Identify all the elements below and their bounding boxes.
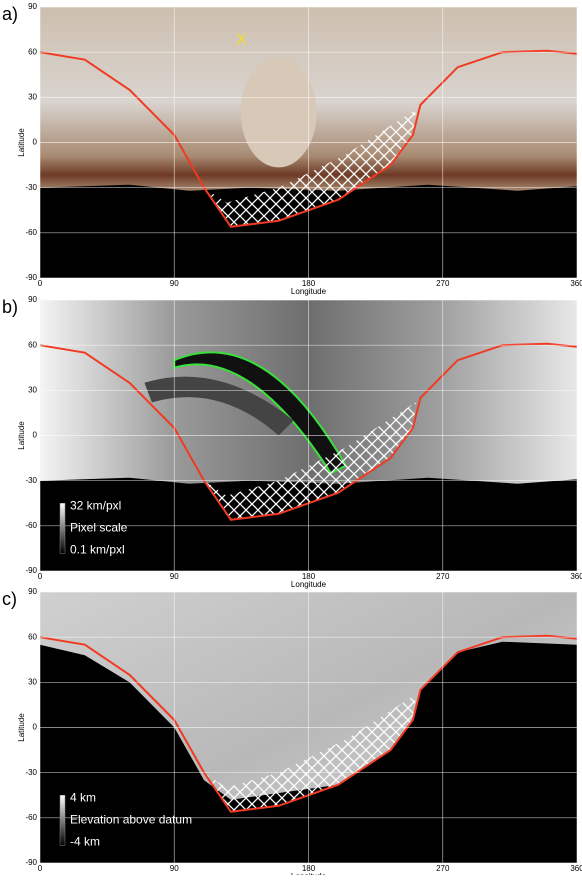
x-tick-label: 360 [570, 572, 582, 581]
y-tick-label: 30 [28, 677, 37, 686]
figure: 0901802703609060300-30-60-90LongitudeLat… [0, 0, 582, 875]
bright-plain [241, 57, 317, 167]
y-axis-label: Latitude [17, 713, 26, 742]
x-tick-label: 360 [570, 279, 582, 288]
y-tick-label: -60 [25, 228, 37, 237]
x-tick-label: 0 [38, 572, 43, 581]
y-tick-label: -90 [25, 566, 37, 575]
legend-title: Elevation above datum [70, 812, 192, 826]
y-tick-label: 60 [28, 340, 37, 349]
legend-title: Pixel scale [70, 520, 128, 534]
legend-bottom: -4 km [70, 834, 100, 848]
y-tick-label: -30 [25, 476, 37, 485]
x-axis-label: Longitude [291, 580, 327, 589]
annotation: X [236, 31, 247, 48]
x-tick-label: 0 [38, 864, 43, 873]
map-panel: 0901802703609060300-30-60-90LongitudeLat… [2, 587, 582, 875]
y-tick-label: 90 [28, 2, 37, 11]
x-tick-label: 90 [170, 572, 179, 581]
y-tick-label: 90 [28, 295, 37, 304]
y-tick-label: -60 [25, 813, 37, 822]
y-tick-label: -60 [25, 521, 37, 530]
legend-bar [60, 503, 65, 553]
y-tick-label: -30 [25, 183, 37, 192]
x-tick-label: 270 [436, 279, 450, 288]
y-tick-label: 0 [33, 723, 38, 732]
y-tick-label: 60 [28, 47, 37, 56]
x-tick-label: 90 [170, 279, 179, 288]
x-tick-label: 270 [436, 864, 450, 873]
y-tick-label: -90 [25, 858, 37, 867]
y-tick-label: 60 [28, 632, 37, 641]
x-tick-label: 0 [38, 279, 43, 288]
y-tick-label: 90 [28, 587, 37, 596]
panel-label: c) [2, 589, 17, 609]
legend-top: 32 km/pxl [70, 498, 121, 512]
y-tick-label: 30 [28, 385, 37, 394]
y-axis-label: Latitude [17, 421, 26, 450]
x-axis-label: Longitude [291, 287, 327, 296]
y-tick-label: 30 [28, 92, 37, 101]
y-tick-label: -30 [25, 768, 37, 777]
y-tick-label: 0 [33, 431, 38, 440]
y-axis-label: Latitude [17, 128, 26, 157]
panel-label: b) [2, 297, 18, 317]
legend-bar [60, 795, 65, 845]
y-tick-label: -90 [25, 273, 37, 282]
x-tick-label: 90 [170, 864, 179, 873]
x-tick-label: 360 [570, 864, 582, 873]
panel-label: a) [2, 4, 18, 24]
y-tick-label: 0 [33, 138, 38, 147]
legend-bottom: 0.1 km/pxl [70, 542, 125, 556]
x-tick-label: 270 [436, 572, 450, 581]
legend-top: 4 km [70, 790, 96, 804]
